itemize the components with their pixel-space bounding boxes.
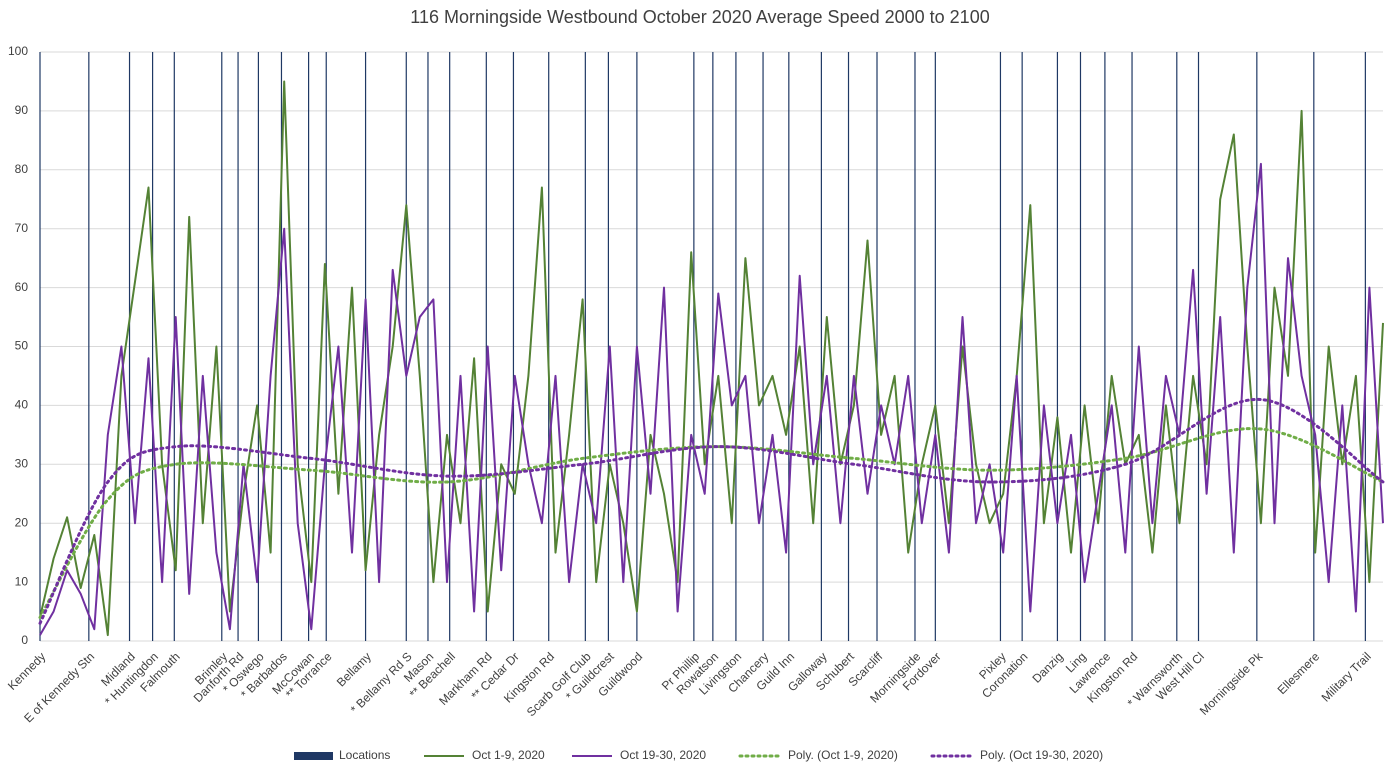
legend-label: Poly. (Oct 19-30, 2020) (980, 748, 1103, 762)
legend-label: Oct 1-9, 2020 (472, 748, 545, 762)
y-tick-label: 40 (15, 398, 29, 412)
y-tick-label: 90 (15, 103, 29, 117)
legend-label: Locations (339, 748, 390, 762)
series-line (39, 162, 1384, 636)
location-label: Kennedy (5, 649, 48, 692)
chart-title: 116 Morningside Westbound October 2020 A… (410, 7, 989, 27)
series-line (39, 80, 1384, 637)
trend-line (38, 398, 1385, 625)
legend-label: Oct 19-30, 2020 (620, 748, 706, 762)
y-tick-label: 30 (15, 456, 29, 470)
location-label: Morningside Pk (1197, 649, 1266, 718)
legend-label: Poly. (Oct 1-9, 2020) (788, 748, 898, 762)
location-label: Danzig (1029, 649, 1065, 685)
y-tick-label: 10 (15, 574, 29, 588)
y-tick-label: 50 (15, 339, 29, 353)
location-label: Bellamy (334, 649, 374, 689)
location-label: Military Trail (1319, 649, 1374, 704)
y-tick-label: 60 (15, 280, 29, 294)
y-tick-label: 70 (15, 221, 29, 235)
y-tick-label: 80 (15, 162, 29, 176)
location-label: Ellesmere (1275, 649, 1323, 697)
legend-swatch (294, 752, 333, 760)
y-tick-label: 20 (15, 515, 29, 529)
y-tick-label: 100 (8, 44, 28, 58)
y-tick-label: 0 (21, 633, 28, 647)
